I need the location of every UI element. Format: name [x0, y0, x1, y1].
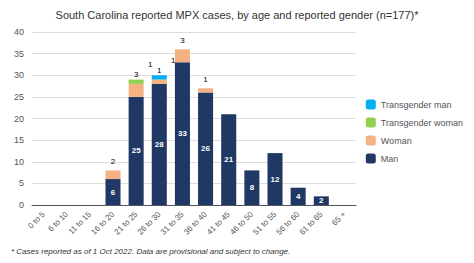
- svg-text:56 to 60: 56 to 60: [275, 209, 302, 236]
- svg-text:6 to 10: 6 to 10: [46, 209, 70, 234]
- svg-text:* Cases reported as of 1 Oct 2: * Cases reported as of 1 Oct 2022. Data …: [11, 247, 290, 256]
- svg-text:1: 1: [203, 75, 208, 84]
- svg-text:25: 25: [132, 146, 141, 155]
- svg-text:15: 15: [14, 135, 24, 145]
- svg-text:31 to 35: 31 to 35: [159, 209, 186, 236]
- svg-text:3: 3: [134, 70, 139, 79]
- svg-text:1: 1: [171, 56, 176, 65]
- svg-text:0: 0: [19, 200, 24, 210]
- svg-text:61 to 65: 61 to 65: [298, 209, 325, 236]
- svg-text:21 to 25: 21 to 25: [113, 209, 140, 236]
- svg-text:6: 6: [111, 188, 116, 197]
- svg-text:Transgender man: Transgender man: [381, 100, 452, 110]
- svg-text:3: 3: [180, 36, 185, 45]
- svg-text:11 to 15: 11 to 15: [67, 209, 94, 236]
- svg-text:46 to 50: 46 to 50: [228, 209, 255, 236]
- svg-text:0 to 5: 0 to 5: [26, 209, 47, 230]
- svg-text:12: 12: [271, 175, 280, 184]
- svg-text:4: 4: [296, 192, 301, 201]
- svg-text:25: 25: [14, 92, 24, 102]
- svg-text:1: 1: [157, 66, 162, 75]
- svg-text:65 +: 65 +: [330, 210, 348, 228]
- svg-text:20: 20: [14, 114, 24, 124]
- svg-text:Woman: Woman: [381, 136, 412, 146]
- svg-text:Transgender woman: Transgender woman: [381, 118, 463, 128]
- svg-text:26 to 30: 26 to 30: [136, 209, 163, 236]
- svg-text:1: 1: [148, 60, 153, 69]
- svg-text:41 to 45: 41 to 45: [205, 209, 232, 236]
- svg-text:10: 10: [14, 157, 24, 167]
- svg-text:8: 8: [250, 183, 255, 192]
- svg-text:26: 26: [201, 144, 210, 153]
- svg-text:35: 35: [14, 49, 24, 59]
- svg-text:30: 30: [14, 70, 24, 80]
- svg-text:21: 21: [224, 155, 233, 164]
- svg-text:5: 5: [19, 178, 24, 188]
- svg-text:South Carolina reported MPX ca: South Carolina reported MPX cases, by ag…: [56, 9, 420, 21]
- svg-text:33: 33: [178, 129, 187, 138]
- svg-text:36 to 40: 36 to 40: [182, 209, 209, 236]
- svg-text:Man: Man: [381, 154, 399, 164]
- svg-text:2: 2: [319, 196, 324, 205]
- svg-text:51 to 55: 51 to 55: [251, 209, 278, 236]
- svg-text:28: 28: [155, 140, 164, 149]
- svg-text:16 to 20: 16 to 20: [89, 209, 116, 236]
- svg-text:2: 2: [111, 157, 116, 166]
- svg-text:40: 40: [14, 27, 24, 37]
